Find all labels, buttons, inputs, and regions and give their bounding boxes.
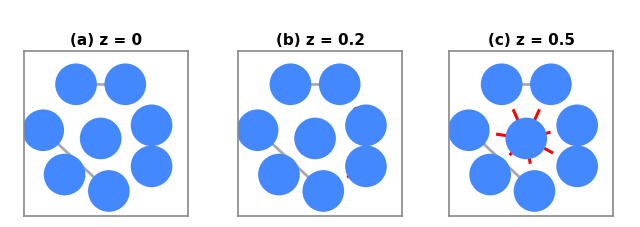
Point bbox=[71, 83, 81, 87]
Point bbox=[253, 129, 263, 133]
Point bbox=[60, 173, 70, 177]
Point bbox=[521, 137, 531, 141]
Point bbox=[361, 165, 371, 168]
Point bbox=[485, 173, 495, 177]
Point bbox=[497, 83, 507, 87]
Point bbox=[147, 124, 157, 128]
Point bbox=[120, 83, 131, 87]
Point bbox=[95, 137, 106, 141]
Point bbox=[361, 124, 371, 128]
Point bbox=[285, 83, 296, 87]
Title: (a) z = 0: (a) z = 0 bbox=[70, 33, 141, 48]
Point bbox=[274, 173, 284, 177]
Point bbox=[572, 124, 582, 128]
Point bbox=[310, 137, 320, 141]
Point bbox=[38, 129, 49, 133]
Point bbox=[335, 83, 345, 87]
Point bbox=[147, 165, 157, 168]
Point bbox=[318, 189, 328, 193]
Point bbox=[546, 83, 556, 87]
Point bbox=[529, 189, 540, 193]
Title: (b) z = 0.2: (b) z = 0.2 bbox=[275, 33, 365, 48]
Point bbox=[464, 129, 474, 133]
Title: (c) z = 0.5: (c) z = 0.5 bbox=[488, 33, 575, 48]
Point bbox=[104, 189, 114, 193]
Point bbox=[572, 165, 582, 168]
